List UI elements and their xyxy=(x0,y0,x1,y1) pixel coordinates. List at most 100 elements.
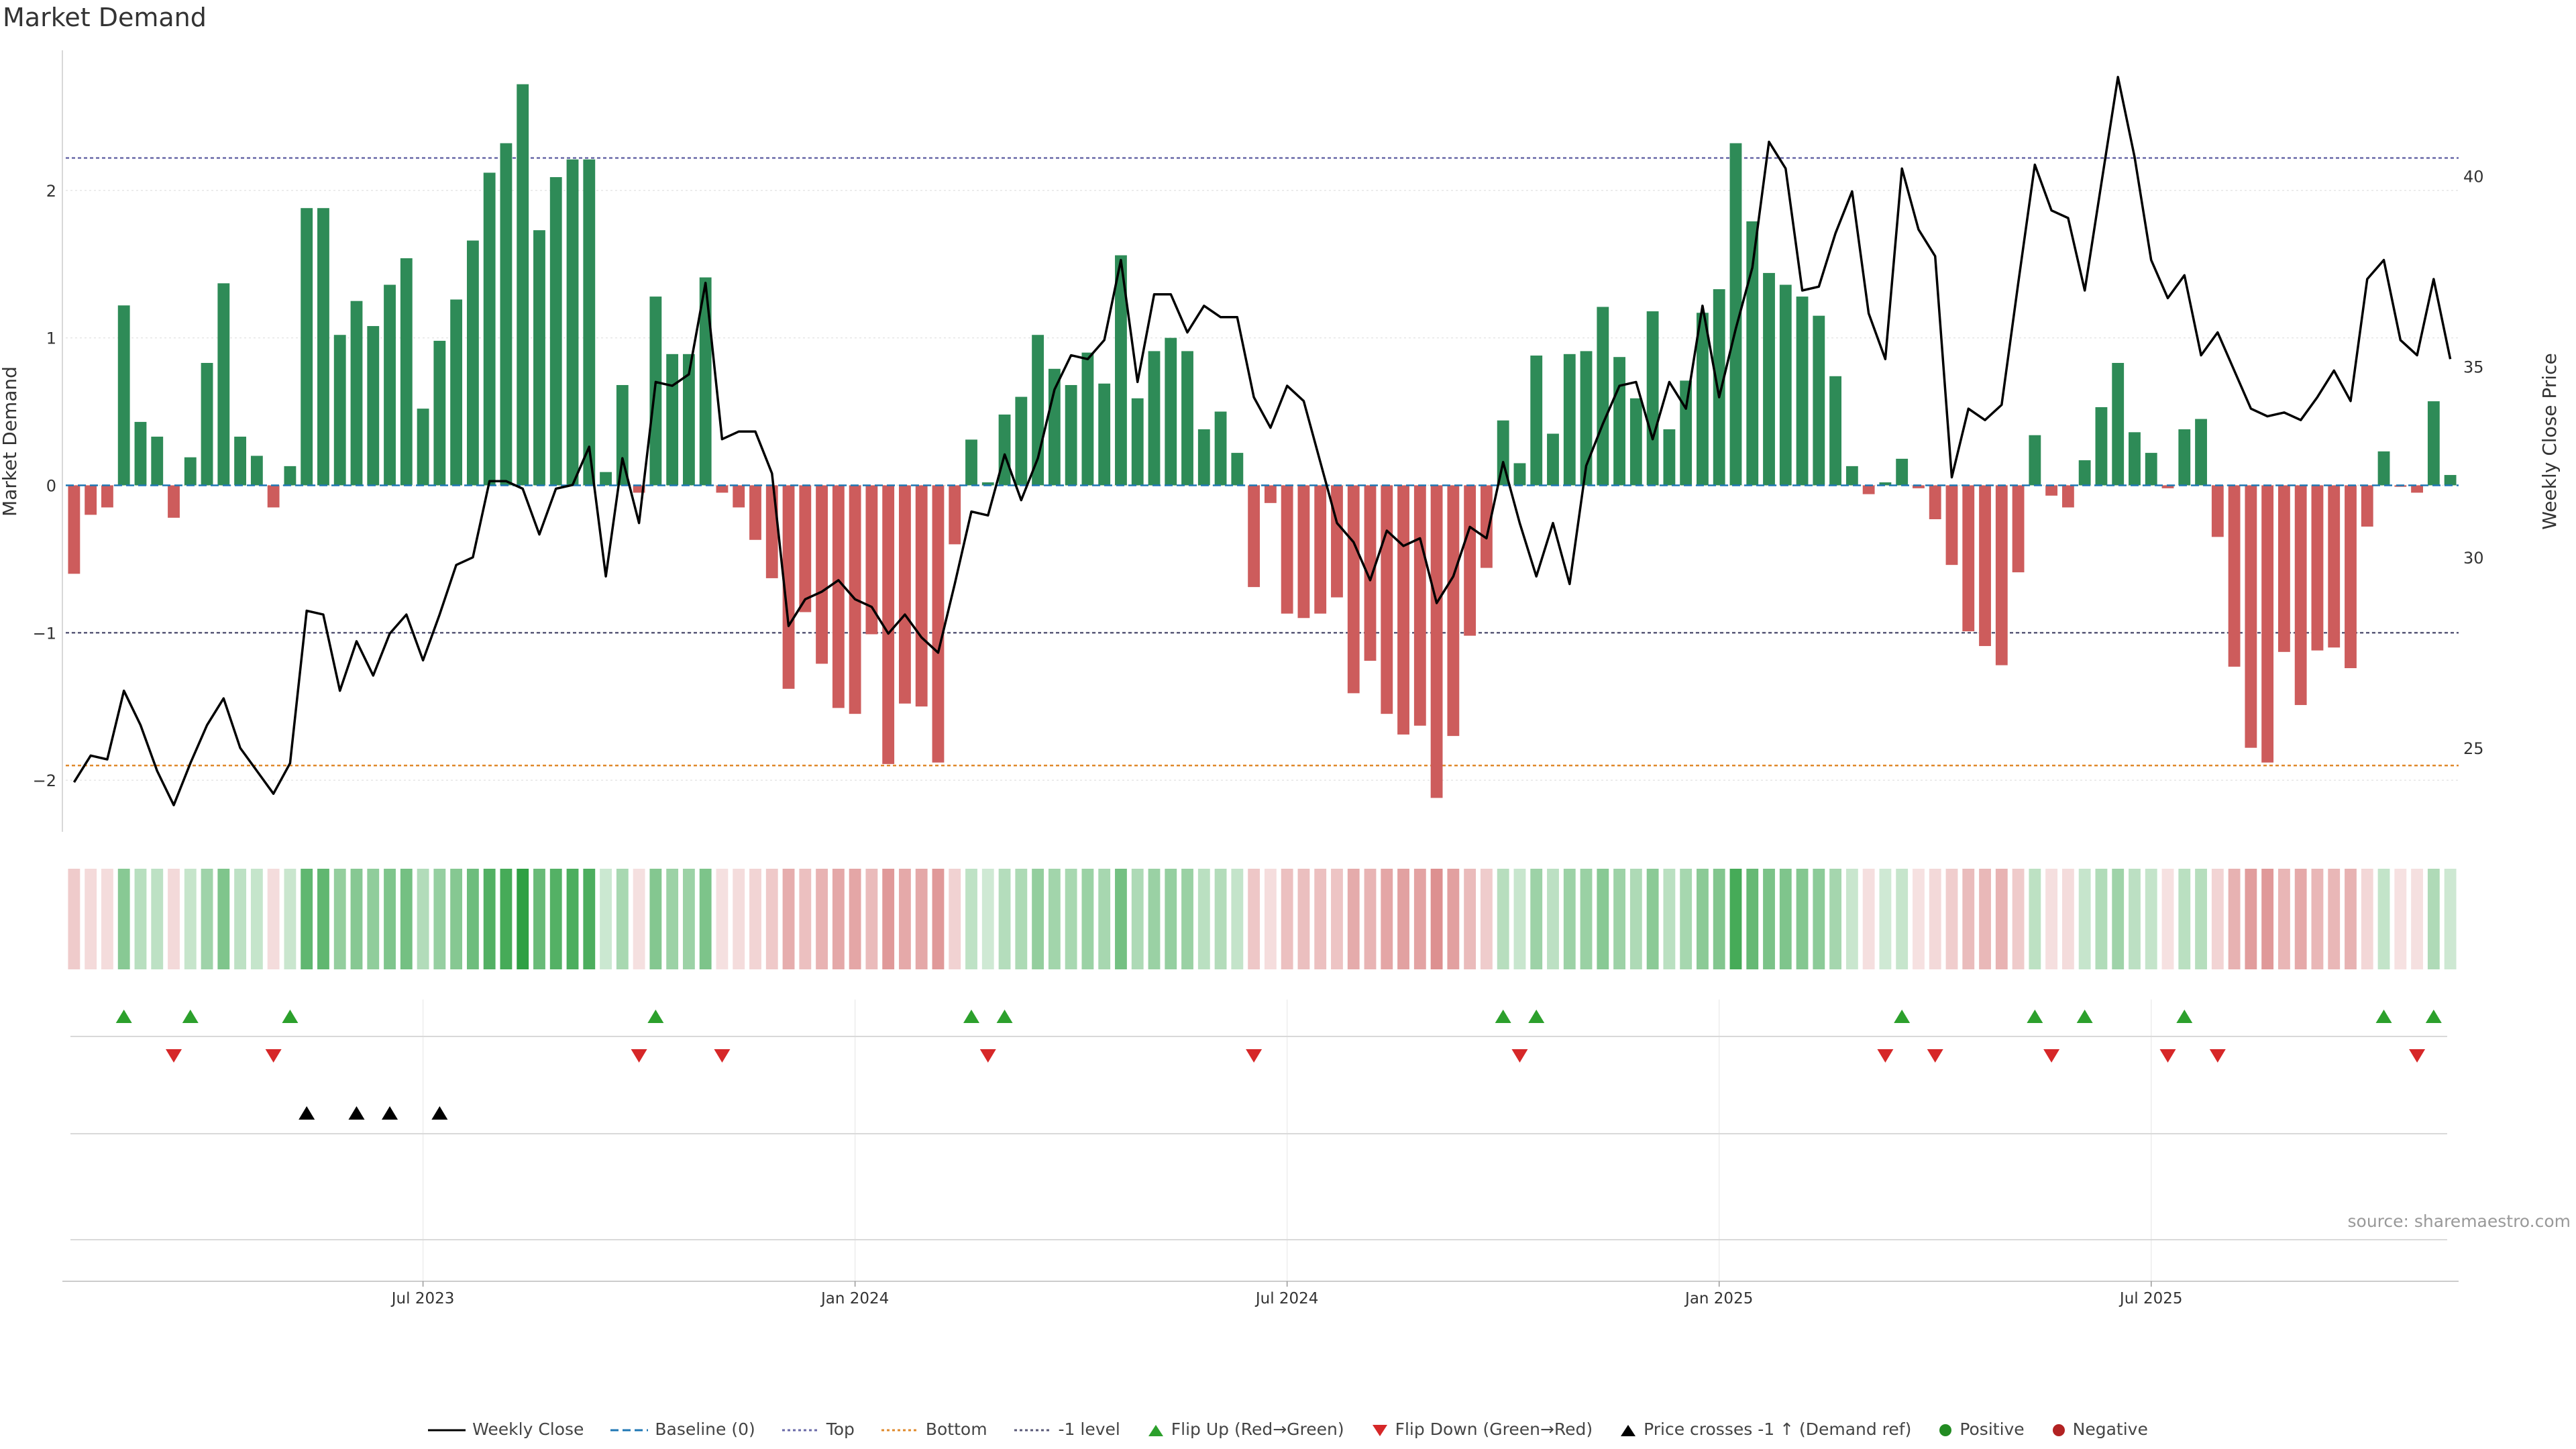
legend-item-price-cross: Price crosses -1 ↑ (Demand ref) xyxy=(1619,1419,1911,1439)
flip-up-marker xyxy=(1528,1010,1545,1023)
dotted-line-icon xyxy=(881,1429,919,1431)
demand-bar xyxy=(2129,432,2141,486)
x-tick-label: Jul 2025 xyxy=(2118,1290,2183,1307)
dotted-line-icon xyxy=(1014,1429,1052,1431)
demand-strip-cell xyxy=(250,869,263,969)
demand-strip-cell xyxy=(1945,869,1958,969)
demand-bar xyxy=(600,472,612,486)
demand-bar xyxy=(816,485,828,664)
demand-strip-cell xyxy=(101,869,113,969)
demand-strip-cell xyxy=(1214,869,1227,969)
demand-strip-cell xyxy=(2029,869,2041,969)
demand-bar xyxy=(549,177,562,486)
demand-bar xyxy=(1845,466,1858,486)
demand-strip-cell xyxy=(1862,869,1875,969)
demand-strip-cell xyxy=(1397,869,1409,969)
legend-label: -1 level xyxy=(1058,1419,1120,1439)
demand-strip-cell xyxy=(1248,869,1260,969)
demand-bar xyxy=(317,208,329,486)
demand-strip-cell xyxy=(2277,869,2290,969)
demand-bar xyxy=(1464,485,1477,636)
flip-up-marker xyxy=(2176,1010,2193,1023)
demand-strip-cell xyxy=(799,869,812,969)
legend-label: Flip Down (Green→Red) xyxy=(1395,1419,1593,1439)
demand-bar xyxy=(2195,419,2207,486)
demand-strip-cell xyxy=(566,869,579,969)
demand-strip-cell xyxy=(1197,869,1210,969)
demand-bar xyxy=(1231,453,1244,486)
demand-strip-cell xyxy=(201,869,213,969)
demand-bar xyxy=(1729,143,1742,486)
demand-strip-cell xyxy=(417,869,429,969)
demand-strip-cell xyxy=(2145,869,2157,969)
demand-bar xyxy=(799,485,812,612)
flip-up-marker xyxy=(1894,1010,1911,1023)
demand-strip-cell xyxy=(1796,869,1809,969)
demand-bar xyxy=(1065,384,1077,486)
demand-strip-cell xyxy=(1447,869,1460,969)
demand-bar xyxy=(2328,485,2341,648)
demand-strip-cell xyxy=(2061,869,2074,969)
left-tick-label: 0 xyxy=(46,476,56,495)
price-cross-marker xyxy=(299,1106,315,1120)
demand-strip-cell xyxy=(367,869,380,969)
demand-strip-cell xyxy=(583,869,596,969)
demand-strip-cell xyxy=(168,869,180,969)
demand-bar xyxy=(2145,453,2157,486)
demand-bar xyxy=(217,283,230,486)
demand-strip-cell xyxy=(682,869,695,969)
demand-bar xyxy=(1746,221,1759,486)
demand-bar xyxy=(1697,313,1709,486)
demand-strip-cell xyxy=(2195,869,2207,969)
x-tick-label: Jan 2024 xyxy=(820,1290,889,1307)
x-tick-label: Jul 2023 xyxy=(390,1290,455,1307)
right-tick-label: 30 xyxy=(2463,549,2484,568)
demand-bar xyxy=(2427,401,2440,486)
demand-bar xyxy=(1131,398,1144,486)
demand-strip-cell xyxy=(932,869,945,969)
flip-down-marker xyxy=(2409,1049,2426,1063)
demand-strip-cell xyxy=(466,869,479,969)
demand-strip-cell xyxy=(1613,869,1625,969)
demand-bar xyxy=(1763,272,1775,486)
demand-bar xyxy=(466,240,479,486)
demand-bar xyxy=(1297,485,1310,619)
demand-bar xyxy=(1896,458,1909,486)
legend-label: Price crosses -1 ↑ (Demand ref) xyxy=(1644,1419,1912,1439)
demand-strip-cell xyxy=(433,869,446,969)
demand-bar xyxy=(1862,485,1875,494)
demand-bar xyxy=(633,485,645,493)
demand-strip-cell xyxy=(1364,869,1377,969)
demand-strip-cell xyxy=(915,869,928,969)
demand-strip-cell xyxy=(2411,869,2423,969)
demand-strip-cell xyxy=(1563,869,1576,969)
demand-strip-cell xyxy=(1314,869,1327,969)
demand-strip-cell xyxy=(1464,869,1477,969)
demand-bar xyxy=(682,354,695,486)
demand-strip-cell xyxy=(2078,869,2091,969)
demand-strip-cell xyxy=(151,869,164,969)
demand-bar xyxy=(1048,368,1061,486)
demand-strip-cell xyxy=(981,869,994,969)
left-tick-label: 1 xyxy=(46,329,56,348)
demand-bar xyxy=(117,305,130,486)
demand-bar xyxy=(716,485,729,493)
demand-strip-cell xyxy=(2444,869,2457,969)
demand-strip-cell xyxy=(184,869,197,969)
demand-bar xyxy=(1264,485,1277,503)
flip-down-marker xyxy=(1927,1049,1943,1063)
demand-bar xyxy=(483,172,496,486)
demand-bar xyxy=(1181,351,1193,486)
legend-item-positive: Positive xyxy=(1938,1419,2025,1439)
demand-strip-cell xyxy=(384,869,396,969)
demand-strip-cell xyxy=(949,869,961,969)
demand-strip-cell xyxy=(1497,869,1509,969)
demand-strip-cell xyxy=(1513,869,1526,969)
demand-bar xyxy=(899,485,911,704)
demand-bar xyxy=(1447,485,1460,737)
demand-strip-cell xyxy=(500,869,513,969)
demand-bar xyxy=(1098,383,1111,486)
legend-label: Baseline (0) xyxy=(655,1419,755,1439)
flip-up-marker xyxy=(996,1010,1013,1023)
demand-strip-cell xyxy=(616,869,629,969)
